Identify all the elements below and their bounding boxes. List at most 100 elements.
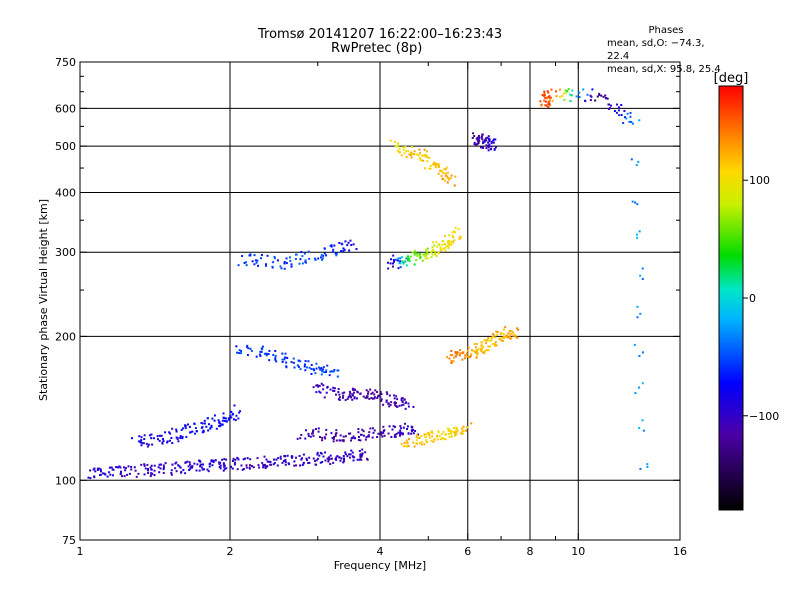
- echo-point: [217, 461, 220, 464]
- echo-point: [545, 97, 548, 100]
- echo-point: [322, 254, 325, 257]
- echo-point: [177, 464, 180, 467]
- echo-point: [159, 463, 162, 466]
- echo-point: [407, 258, 410, 261]
- echo-point: [187, 465, 190, 468]
- echo-point: [339, 434, 342, 437]
- echo-point: [143, 434, 146, 437]
- echo-point: [213, 414, 216, 417]
- echo-point: [355, 248, 358, 251]
- echo-point: [455, 426, 458, 429]
- echo-point: [118, 465, 121, 468]
- echo-point: [414, 430, 417, 433]
- echo-point: [357, 431, 360, 434]
- echo-point: [330, 245, 333, 248]
- echo-point: [349, 453, 352, 456]
- echo-point: [461, 427, 464, 430]
- x-tick-label: 10: [571, 545, 585, 558]
- echo-point: [198, 469, 201, 472]
- echo-point: [371, 391, 374, 394]
- echo-point: [414, 252, 417, 255]
- echo-point: [515, 336, 518, 339]
- echo-point: [223, 465, 226, 468]
- echo-point: [222, 412, 225, 415]
- echo-point: [426, 160, 429, 163]
- echo-point: [397, 257, 400, 260]
- echo-point: [402, 403, 405, 406]
- echo-point: [333, 370, 336, 373]
- echo-point: [322, 366, 325, 369]
- echo-point: [446, 356, 449, 359]
- echo-point: [359, 454, 362, 457]
- echo-point: [344, 453, 347, 456]
- echo-point: [448, 357, 451, 360]
- echo-point: [198, 459, 201, 462]
- echo-point: [494, 336, 497, 339]
- echo-point: [394, 425, 397, 428]
- echo-point: [450, 174, 453, 177]
- echo-point: [444, 168, 447, 171]
- echo-point: [472, 350, 475, 353]
- echo-point: [284, 458, 287, 461]
- echo-point: [412, 405, 415, 408]
- echo-point: [208, 423, 211, 426]
- echo-point: [175, 470, 178, 473]
- echo-point: [620, 114, 623, 117]
- echo-point: [351, 387, 354, 390]
- echo-point: [251, 260, 254, 263]
- echo-point: [98, 474, 101, 477]
- echo-point: [398, 151, 401, 154]
- echo-point: [490, 338, 493, 341]
- echo-point: [143, 463, 146, 466]
- echo-point: [623, 116, 626, 119]
- echo-point: [268, 460, 271, 463]
- echo-point: [397, 150, 400, 153]
- echo-point: [555, 95, 558, 98]
- echo-point: [441, 436, 444, 439]
- echo-point: [272, 463, 275, 466]
- echo-point: [424, 254, 427, 257]
- echo-point: [264, 263, 267, 266]
- echo-point: [316, 384, 319, 387]
- echo-point: [550, 88, 553, 91]
- echo-point: [348, 249, 351, 252]
- echo-point: [162, 440, 165, 443]
- echo-point: [397, 267, 400, 270]
- echo-point: [487, 135, 490, 138]
- echo-point: [335, 252, 338, 255]
- echo-point: [391, 262, 394, 265]
- echo-point: [365, 436, 368, 439]
- echo-point: [428, 167, 431, 170]
- echo-point: [456, 430, 459, 433]
- echo-point: [116, 466, 119, 469]
- echo-point: [184, 427, 187, 430]
- echo-point: [435, 255, 438, 258]
- echo-point: [369, 388, 372, 391]
- echo-point: [584, 99, 587, 102]
- echo-point: [320, 367, 323, 370]
- echo-point: [630, 158, 633, 161]
- echo-point: [171, 442, 174, 445]
- echo-point: [221, 423, 224, 426]
- echo-point: [297, 359, 300, 362]
- echo-point: [483, 349, 486, 352]
- echo-point: [242, 468, 245, 471]
- echo-point: [329, 463, 332, 466]
- echo-point: [338, 393, 341, 396]
- echo-point: [365, 396, 368, 399]
- echo-point: [407, 150, 410, 153]
- echo-point: [449, 354, 452, 357]
- echo-point: [451, 231, 454, 234]
- echo-point: [634, 201, 637, 204]
- echo-point: [221, 458, 224, 461]
- echo-point: [385, 399, 388, 402]
- echo-point: [327, 459, 330, 462]
- echo-point: [452, 356, 455, 359]
- echo-point: [319, 368, 322, 371]
- echo-point: [256, 457, 259, 460]
- echo-point: [150, 433, 153, 436]
- echo-point: [264, 467, 267, 470]
- echo-point: [364, 451, 367, 454]
- echo-point: [379, 391, 382, 394]
- echo-point: [237, 417, 240, 420]
